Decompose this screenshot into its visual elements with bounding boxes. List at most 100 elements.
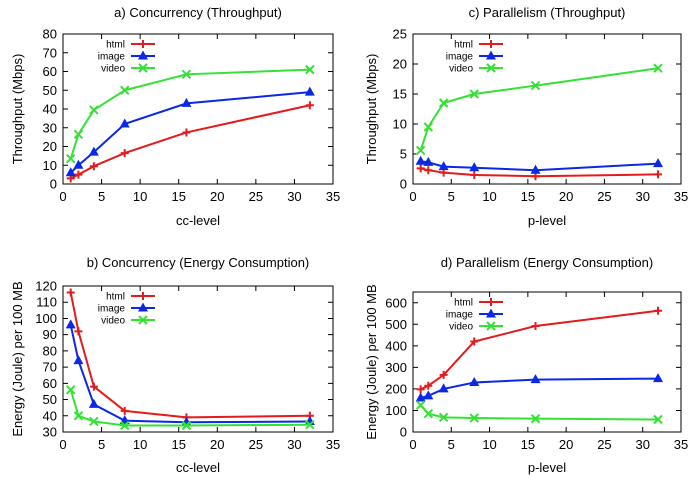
data-point-image bbox=[304, 86, 315, 96]
data-point-video bbox=[120, 85, 130, 95]
y-axis-label: Energy (Joule) per 100 MB bbox=[10, 281, 25, 436]
data-point-html bbox=[89, 382, 98, 391]
x-tick-label: 20 bbox=[559, 437, 573, 452]
legend-label-video: video bbox=[101, 64, 125, 75]
x-tick-label: 35 bbox=[674, 437, 688, 452]
data-point-html bbox=[66, 288, 75, 297]
data-point-html bbox=[424, 166, 433, 175]
data-point-video bbox=[89, 416, 99, 427]
data-point-video bbox=[469, 413, 479, 423]
x-tick-label: 0 bbox=[409, 437, 416, 452]
data-point-image bbox=[65, 167, 76, 177]
data-point-html bbox=[120, 406, 129, 415]
data-point-image bbox=[653, 373, 664, 383]
x-tick-label: 5 bbox=[98, 189, 105, 204]
x-tick-label: 30 bbox=[287, 437, 301, 452]
data-point-image bbox=[530, 374, 541, 384]
legend-label-html: html bbox=[454, 298, 473, 309]
y-tick-label: 20 bbox=[43, 139, 57, 154]
series-line-video bbox=[419, 404, 659, 421]
y-tick-label: 50 bbox=[43, 392, 57, 407]
data-point-html bbox=[654, 306, 663, 315]
data-point-image bbox=[469, 376, 480, 386]
data-point-video bbox=[415, 400, 426, 410]
data-point-html bbox=[182, 128, 191, 137]
y-tick-label: 15 bbox=[393, 87, 407, 102]
y-tick-label: 600 bbox=[385, 295, 407, 310]
data-point-video bbox=[438, 412, 449, 423]
x-tick-label: 10 bbox=[482, 437, 496, 452]
data-point-video bbox=[66, 385, 76, 395]
y-tick-label: 110 bbox=[36, 295, 57, 310]
series-video bbox=[415, 63, 663, 156]
x-tick-label: 10 bbox=[133, 189, 147, 204]
y-tick-label: 0 bbox=[400, 177, 407, 192]
series-video bbox=[415, 400, 663, 425]
x-tick-label: 10 bbox=[482, 189, 496, 204]
chart-title: b) Concurrency (Energy Consumption) bbox=[87, 255, 310, 270]
data-point-html bbox=[531, 322, 540, 331]
data-point-image bbox=[653, 158, 664, 168]
x-tick-label: 15 bbox=[171, 189, 185, 204]
data-point-video bbox=[653, 63, 663, 73]
y-tick-label: 40 bbox=[43, 408, 57, 423]
data-point-video bbox=[423, 408, 434, 419]
x-tick-label: 5 bbox=[448, 189, 455, 204]
data-point-image bbox=[438, 161, 449, 171]
legend-marker-video bbox=[486, 321, 496, 331]
data-point-html bbox=[470, 337, 479, 346]
legend-label-image: image bbox=[98, 304, 126, 315]
data-point-video bbox=[530, 413, 541, 424]
legend-marker-image bbox=[138, 50, 148, 60]
panel-c: 0 5 10 15 20 25 30 35 0 5 10 15 20 25 c) Parallelism (… bbox=[364, 5, 688, 228]
x-axis-label: p-level bbox=[528, 460, 566, 475]
data-point-video bbox=[66, 153, 76, 164]
y-axis-label: Throughput (Mbps) bbox=[10, 54, 25, 165]
y-tick-label: 20 bbox=[393, 57, 407, 72]
legend-label-video: video bbox=[449, 64, 473, 75]
x-tick-label: 0 bbox=[409, 189, 416, 204]
legend-marker-image bbox=[486, 50, 496, 60]
legend-marker-video bbox=[138, 315, 148, 325]
legend-marker-html bbox=[139, 292, 147, 300]
legend-label-image: image bbox=[446, 310, 474, 321]
x-tick-label: 20 bbox=[210, 189, 224, 204]
y-tick-label: 400 bbox=[385, 338, 407, 353]
data-point-image bbox=[119, 118, 130, 128]
y-tick-label: 50 bbox=[43, 83, 57, 98]
data-point-image bbox=[181, 97, 192, 107]
plot-frame bbox=[412, 33, 682, 185]
series-image bbox=[415, 155, 664, 174]
x-tick-label: 5 bbox=[448, 437, 455, 452]
data-point-video bbox=[73, 411, 84, 421]
data-point-html bbox=[416, 385, 425, 394]
data-point-video bbox=[415, 145, 426, 156]
x-tick-label: 30 bbox=[635, 437, 649, 452]
x-tick-label: 35 bbox=[674, 189, 688, 204]
y-tick-label: 5 bbox=[400, 147, 407, 162]
y-tick-label: 80 bbox=[43, 343, 57, 358]
data-point-html bbox=[416, 164, 425, 173]
y-tick-label: 0 bbox=[400, 425, 407, 440]
y-tick-label: 60 bbox=[43, 376, 57, 391]
data-point-html bbox=[305, 101, 314, 110]
y-tick-label: 120 bbox=[35, 279, 57, 294]
y-axis-label: Throughput (Mbps) bbox=[364, 54, 379, 165]
chart-title: c) Parallelism (Throughput) bbox=[469, 5, 626, 20]
data-point-html bbox=[439, 370, 448, 379]
x-tick-label: 30 bbox=[635, 189, 649, 204]
x-tick-label: 15 bbox=[521, 437, 535, 452]
y-tick-label: 40 bbox=[43, 102, 57, 117]
series-image bbox=[65, 86, 315, 177]
y-tick-label: 30 bbox=[43, 425, 57, 440]
legend-label-html: html bbox=[106, 40, 125, 51]
x-tick-label: 5 bbox=[98, 437, 105, 452]
series-line-image bbox=[420, 160, 659, 172]
x-tick-label: 15 bbox=[521, 189, 535, 204]
data-point-video bbox=[423, 122, 434, 132]
series-html bbox=[66, 101, 314, 183]
legend-marker-image bbox=[486, 308, 496, 318]
series-html bbox=[416, 306, 663, 394]
